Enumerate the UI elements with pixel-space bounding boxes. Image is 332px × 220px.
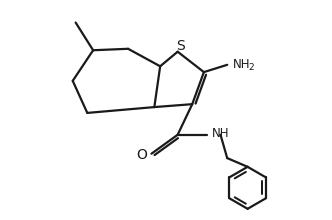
Text: S: S [176,39,185,53]
Text: 2: 2 [248,63,254,72]
Text: NH: NH [212,127,229,140]
Text: NH: NH [232,58,250,71]
Text: O: O [137,148,147,162]
